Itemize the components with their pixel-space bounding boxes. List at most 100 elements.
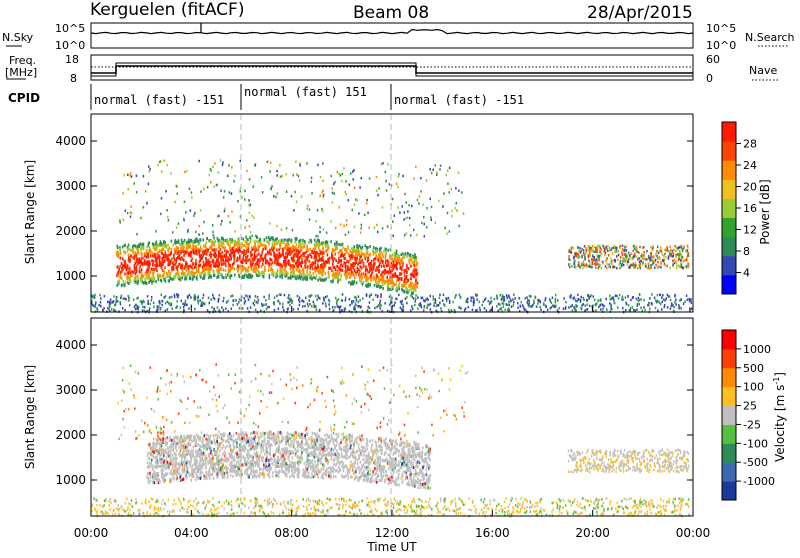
power-cell xyxy=(650,264,652,267)
power-cell xyxy=(321,258,323,261)
power-cell xyxy=(570,296,572,299)
power-cell xyxy=(651,256,653,259)
power-cell xyxy=(639,261,641,264)
power-cell xyxy=(533,302,535,305)
power-cell xyxy=(583,297,585,300)
power-cell xyxy=(624,249,626,252)
power-cell xyxy=(206,237,208,240)
power-cell xyxy=(309,253,311,256)
power-cell xyxy=(234,273,236,276)
power-cell xyxy=(195,245,197,248)
power-cell xyxy=(192,262,194,265)
power-cell xyxy=(242,275,244,278)
velocity-cell xyxy=(92,503,94,506)
power-cell xyxy=(313,276,315,279)
velocity-cell xyxy=(460,512,462,515)
power-cell xyxy=(124,266,126,269)
power-cell xyxy=(149,263,151,266)
power-cell xyxy=(655,264,657,267)
power-cell xyxy=(259,272,261,275)
velocity-cell xyxy=(331,506,333,509)
power-cell xyxy=(248,199,250,202)
power-cell xyxy=(246,219,248,222)
power-cell xyxy=(121,270,123,273)
power-cell xyxy=(183,309,185,312)
power-cell xyxy=(201,248,203,251)
power-cell xyxy=(398,284,400,287)
power-cell xyxy=(552,296,554,299)
power-cell xyxy=(435,164,437,167)
power-cell xyxy=(254,240,256,243)
power-cell xyxy=(425,298,427,301)
power-cell xyxy=(316,269,318,272)
power-cell xyxy=(189,244,191,247)
power-cell xyxy=(170,252,172,255)
power-cell xyxy=(392,285,394,288)
power-cell xyxy=(353,169,355,172)
power-cell xyxy=(221,306,223,309)
power-cell xyxy=(415,283,417,286)
power-cell xyxy=(397,276,399,279)
power-cell xyxy=(649,259,651,262)
velocity-cell xyxy=(387,500,389,503)
power-cell xyxy=(305,277,307,280)
power-cell xyxy=(410,234,412,237)
power-cell xyxy=(249,295,251,298)
velocity-cell xyxy=(559,505,561,508)
velocity-cell xyxy=(524,512,526,514)
power-cell xyxy=(214,262,216,265)
power-cell xyxy=(291,257,293,260)
power-cell xyxy=(435,221,437,224)
velocity-cell xyxy=(524,507,526,510)
power-cell xyxy=(664,299,666,302)
power-cell xyxy=(611,260,613,263)
power-cell xyxy=(311,177,313,180)
velocity-cell xyxy=(244,512,246,515)
velocity-cell xyxy=(145,499,147,502)
power-cell xyxy=(239,307,241,310)
power-cell xyxy=(305,297,307,300)
power-cell xyxy=(261,303,263,306)
power-cell xyxy=(648,265,650,268)
power-colorbar-tick-label: 16 xyxy=(743,202,757,215)
power-cell xyxy=(327,241,329,244)
power-cell xyxy=(157,305,159,308)
power-cell xyxy=(353,248,355,251)
power-cell xyxy=(308,241,310,244)
power-cell xyxy=(383,250,385,253)
power-cell xyxy=(411,294,413,297)
power-cell xyxy=(651,293,653,296)
power-cell xyxy=(528,299,530,302)
power-cell xyxy=(406,270,408,273)
power-cell xyxy=(295,262,297,265)
power-ytick-label: 1000 xyxy=(55,269,86,283)
power-cell xyxy=(132,245,134,248)
velocity-cell xyxy=(308,512,310,515)
power-cell xyxy=(345,297,347,300)
power-cell xyxy=(181,239,183,242)
velocity-cell xyxy=(306,506,308,509)
power-cell xyxy=(239,256,241,259)
power-cell xyxy=(642,246,644,249)
velocity-cell xyxy=(384,504,386,507)
power-cell xyxy=(511,306,513,309)
power-cell xyxy=(166,274,168,277)
power-cell xyxy=(410,286,412,289)
power-cell xyxy=(417,296,419,299)
power-cell xyxy=(292,246,294,249)
velocity-cell xyxy=(147,511,149,513)
power-cell xyxy=(611,297,613,300)
power-cell xyxy=(353,178,355,181)
power-cell xyxy=(368,283,370,286)
power-cell xyxy=(596,258,598,261)
power-cell xyxy=(660,303,662,306)
velocity-cell xyxy=(233,512,235,515)
freq-panel: Freq. [MHz] 18 8 60 0 Nave xyxy=(5,53,778,85)
cpid-label: CPID xyxy=(8,91,40,105)
power-cell xyxy=(630,257,632,260)
power-cell xyxy=(197,300,199,303)
power-cell xyxy=(411,274,413,277)
power-cell xyxy=(358,212,360,215)
power-cell xyxy=(605,246,607,249)
power-cell xyxy=(396,287,398,290)
